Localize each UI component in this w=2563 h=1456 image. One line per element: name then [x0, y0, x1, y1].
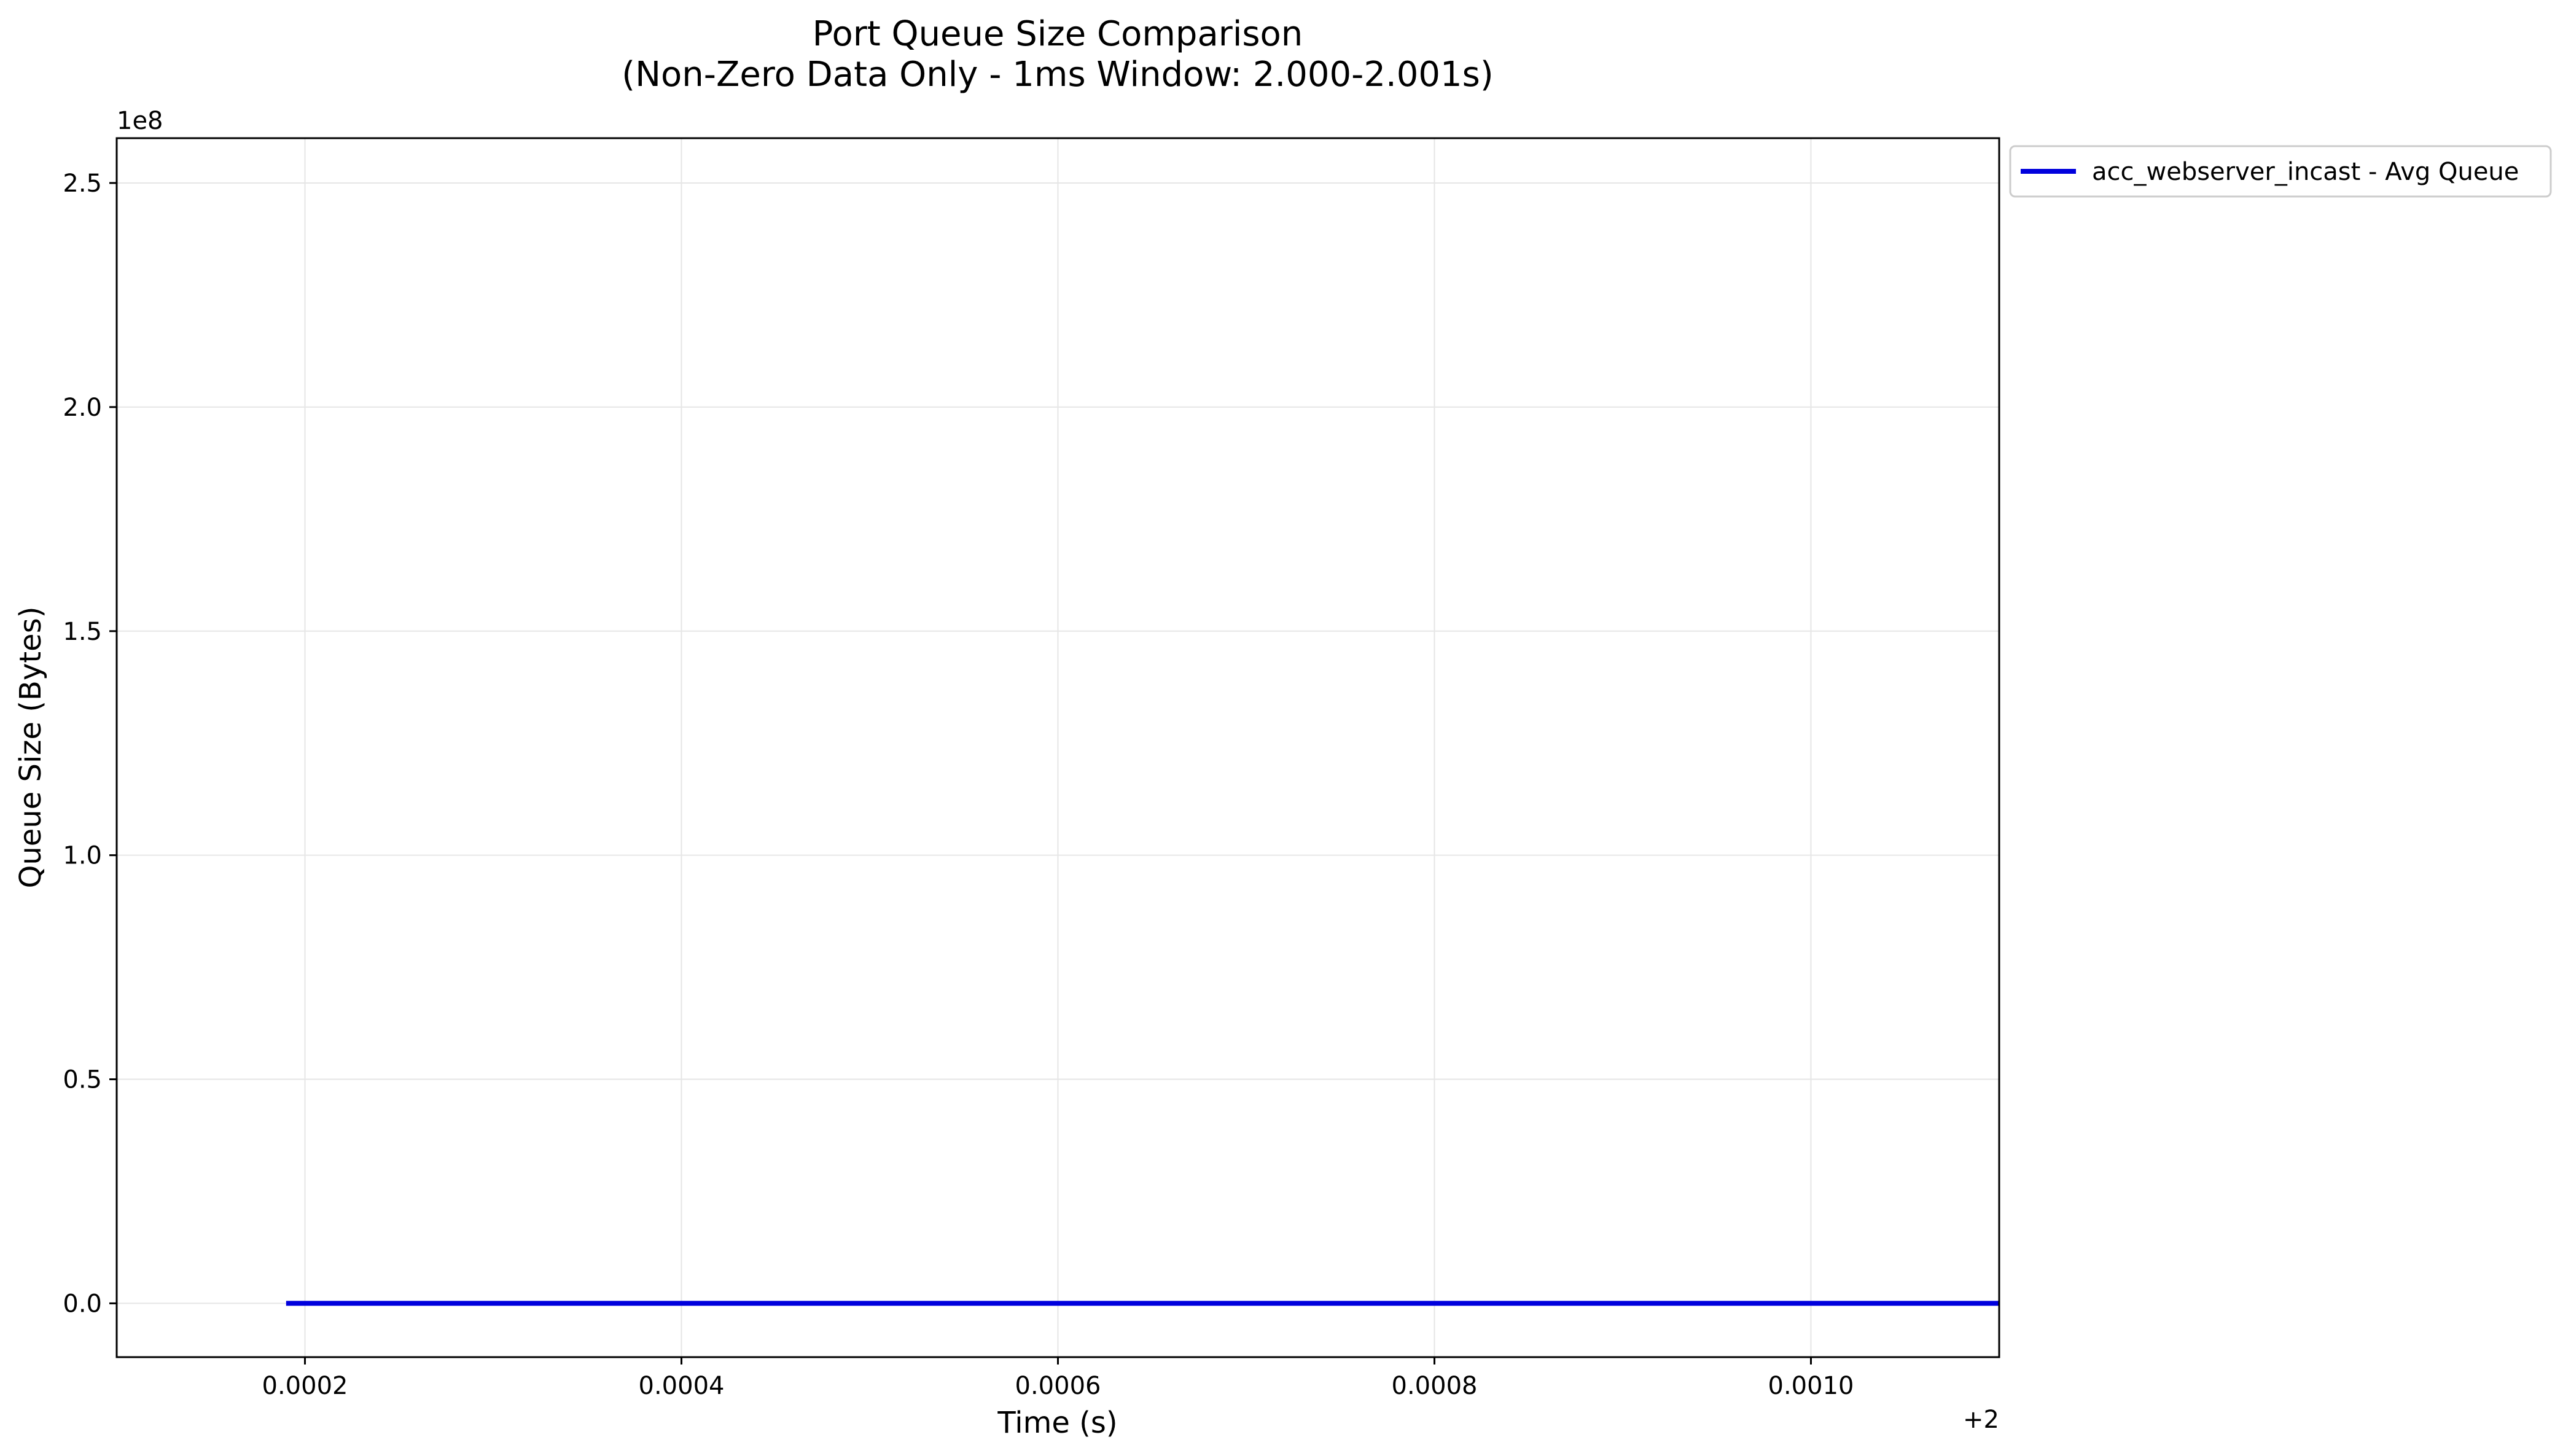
y-tick-label: 1.0: [63, 842, 102, 870]
y-axis-label: Queue Size (Bytes): [14, 607, 48, 889]
x-tick-label: 0.0002: [262, 1372, 348, 1400]
y-tick-label: 1.5: [63, 618, 102, 646]
x-tick-label: 0.0004: [639, 1372, 725, 1400]
y-tick-label: 0.5: [63, 1066, 102, 1094]
x-tick-label: 0.0006: [1015, 1372, 1101, 1400]
y-scale-label: 1e8: [117, 107, 163, 135]
x-tick-label: 0.0008: [1392, 1372, 1478, 1400]
x-axis-ticks: 0.0002 0.0004 0.0006 0.0008 0.0010: [262, 1357, 1854, 1400]
y-axis-ticks: 0.0 0.5 1.0 1.5 2.0 2.5: [63, 169, 117, 1318]
x-offset-label: +2: [1963, 1406, 1999, 1434]
x-tick-label: 0.0010: [1768, 1372, 1854, 1400]
y-tick-label: 0.0: [63, 1290, 102, 1318]
legend-entry-label: acc_webserver_incast - Avg Queue: [2092, 158, 2519, 186]
legend: acc_webserver_incast - Avg Queue: [2009, 145, 2552, 198]
y-tick-label: 2.5: [63, 169, 102, 198]
chart-title: Port Queue Size Comparison: [813, 14, 1303, 54]
legend-box: [2009, 145, 2552, 198]
y-tick-label: 2.0: [63, 394, 102, 422]
x-axis-label: Time (s): [997, 1406, 1117, 1440]
chart-subtitle: (Non-Zero Data Only - 1ms Window: 2.000-…: [622, 55, 1493, 95]
